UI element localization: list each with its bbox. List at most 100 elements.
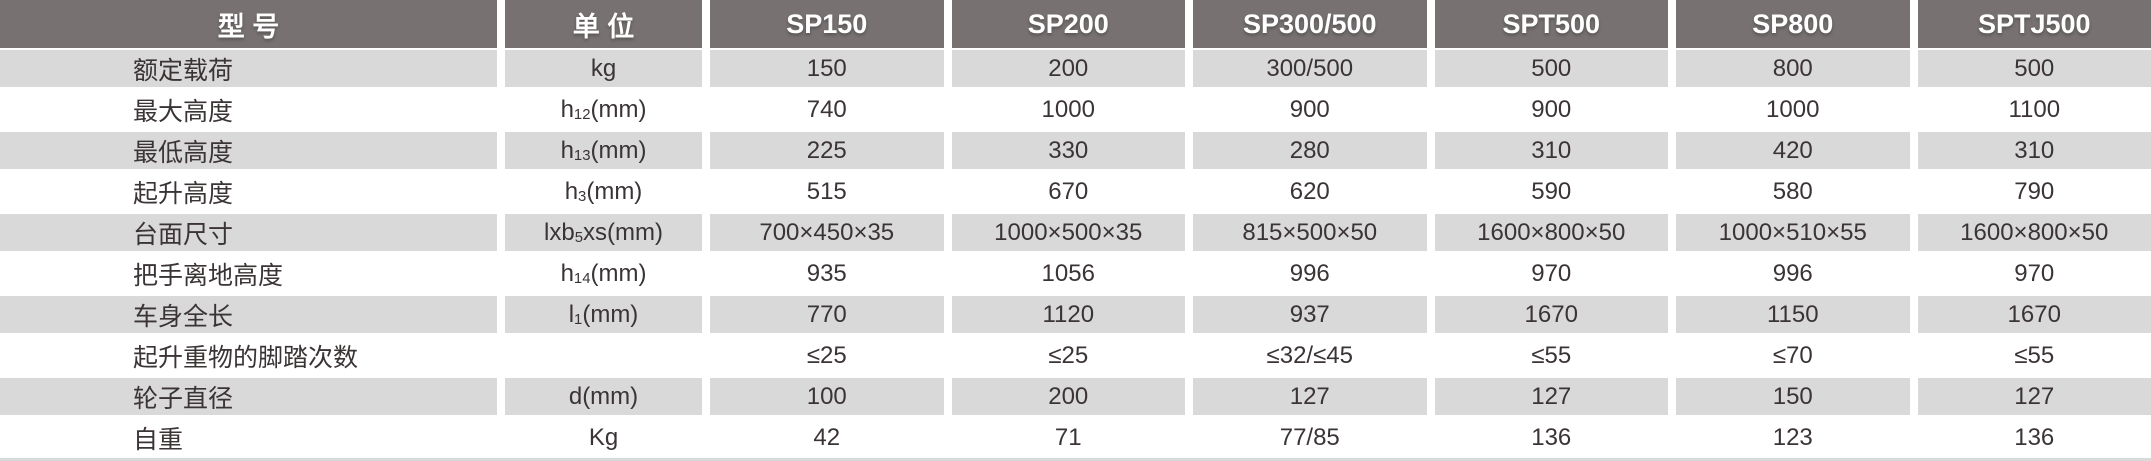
unit-text: h <box>564 177 579 205</box>
value-cell: ≤70 <box>1772 341 1813 369</box>
value-cell: 310 <box>1434 130 1668 171</box>
unit-cell: lxb5xs(mm) <box>505 212 702 253</box>
unit-cell: kg <box>505 48 702 89</box>
column-header-sp200: SP200 <box>951 0 1185 48</box>
value-cell: 127 <box>1193 376 1427 417</box>
value-cell: 71 <box>1054 423 1082 451</box>
value-cell: 500 <box>1434 48 1668 89</box>
unit-cell: Kg <box>505 417 702 458</box>
unit-subscript: 13 <box>573 147 591 164</box>
value-cell: 123 <box>1772 423 1813 451</box>
value-cell: 900 <box>1289 95 1330 123</box>
unit-text: h <box>560 136 574 164</box>
value-cell: 280 <box>1193 130 1427 171</box>
value-cell: 1600×800×50 <box>1434 212 1668 253</box>
value-cell: 1000 <box>1041 95 1095 123</box>
value-cell: 590 <box>1531 177 1572 205</box>
value-cell: 136 <box>2014 423 2055 451</box>
unit-cell: h13(mm) <box>505 130 702 171</box>
unit-subscript: 1 <box>574 311 583 328</box>
value-cell: 580 <box>1772 177 1813 205</box>
row-label: 轮子直径 <box>0 376 497 417</box>
value-cell: 740 <box>806 95 847 123</box>
value-cell: 500 <box>1917 48 2151 89</box>
column-header-sp150: SP150 <box>710 0 944 48</box>
value-cell: 670 <box>1048 177 1089 205</box>
value-cell: 800 <box>1676 48 1910 89</box>
column-header-sp800: SP800 <box>1676 0 1910 48</box>
unit-text-post: (mm) <box>586 177 643 205</box>
unit-cell: l1(mm) <box>505 294 702 335</box>
unit-text: h <box>560 259 574 287</box>
unit-text: lxb <box>544 218 575 246</box>
value-cell: 620 <box>1289 177 1330 205</box>
value-cell: 136 <box>1531 423 1572 451</box>
column-header-unit: 单 位 <box>505 0 702 48</box>
value-cell: 970 <box>2014 259 2055 287</box>
unit-subscript: 5 <box>574 229 583 246</box>
value-cell: 700×450×35 <box>710 212 944 253</box>
value-cell: 1100 <box>2008 95 2061 123</box>
unit-text-post: (mm) <box>590 95 647 123</box>
value-cell: 42 <box>813 423 841 451</box>
value-cell: 200 <box>951 48 1185 89</box>
unit-text-post: xs(mm) <box>583 218 663 246</box>
value-cell: ≤25 <box>806 341 847 369</box>
unit-cell: d(mm) <box>505 376 702 417</box>
unit-text-post: (mm) <box>582 300 639 328</box>
value-cell: 900 <box>1531 95 1572 123</box>
column-header-sp300-500: SP300/500 <box>1193 0 1427 48</box>
unit-text: d <box>568 382 583 410</box>
value-cell: 310 <box>1917 130 2151 171</box>
value-cell: 1120 <box>951 294 1185 335</box>
row-label: 台面尺寸 <box>0 212 497 253</box>
value-cell: ≤32/≤45 <box>1266 341 1353 369</box>
unit-cell: h3(mm) <box>505 171 702 212</box>
value-cell: ≤25 <box>1048 341 1089 369</box>
value-cell: 1000 <box>1766 95 1820 123</box>
column-header-model: 型 号 <box>0 0 497 48</box>
value-cell: 127 <box>1434 376 1668 417</box>
value-cell: 1000×500×35 <box>951 212 1185 253</box>
row-label: 最大高度 <box>133 97 234 126</box>
value-cell: ≤55 <box>2014 341 2055 369</box>
unit-subscript: 14 <box>573 270 591 287</box>
value-cell: 996 <box>1772 259 1813 287</box>
value-cell: 970 <box>1531 259 1572 287</box>
row-label: 把手离地高度 <box>133 261 284 290</box>
row-label: 额定载荷 <box>0 48 497 89</box>
value-cell: 200 <box>951 376 1185 417</box>
value-cell: 225 <box>710 130 944 171</box>
value-cell: 1670 <box>1917 294 2151 335</box>
value-cell: 150 <box>1676 376 1910 417</box>
value-cell: 330 <box>951 130 1185 171</box>
unit-subscript: 12 <box>573 106 591 123</box>
value-cell: 77/85 <box>1279 423 1340 451</box>
value-cell: 790 <box>2014 177 2055 205</box>
row-label: 起升重物的脚踏次数 <box>133 343 359 372</box>
unit-subscript: 3 <box>578 188 587 205</box>
value-cell: 150 <box>710 48 944 89</box>
value-cell: 1670 <box>1434 294 1668 335</box>
value-cell: 1150 <box>1676 294 1910 335</box>
row-label: 最低高度 <box>0 130 497 171</box>
value-cell: 100 <box>710 376 944 417</box>
table-bottom-border <box>0 458 2151 461</box>
unit-text: kg <box>590 54 617 82</box>
unit-text-post: (mm) <box>590 259 647 287</box>
value-cell: 300/500 <box>1193 48 1427 89</box>
unit-cell: h12(mm) <box>505 89 702 130</box>
row-label: 起升高度 <box>133 179 234 208</box>
value-cell: 815×500×50 <box>1193 212 1427 253</box>
value-cell: 937 <box>1193 294 1427 335</box>
value-cell: 1056 <box>1041 259 1095 287</box>
value-cell: 1000×510×55 <box>1676 212 1910 253</box>
value-cell: ≤55 <box>1531 341 1572 369</box>
unit-text-post: (mm) <box>582 382 639 410</box>
value-cell: 515 <box>806 177 847 205</box>
unit-cell: h14(mm) <box>505 253 702 294</box>
value-cell: 1600×800×50 <box>1917 212 2151 253</box>
row-label: 车身全长 <box>0 294 497 335</box>
